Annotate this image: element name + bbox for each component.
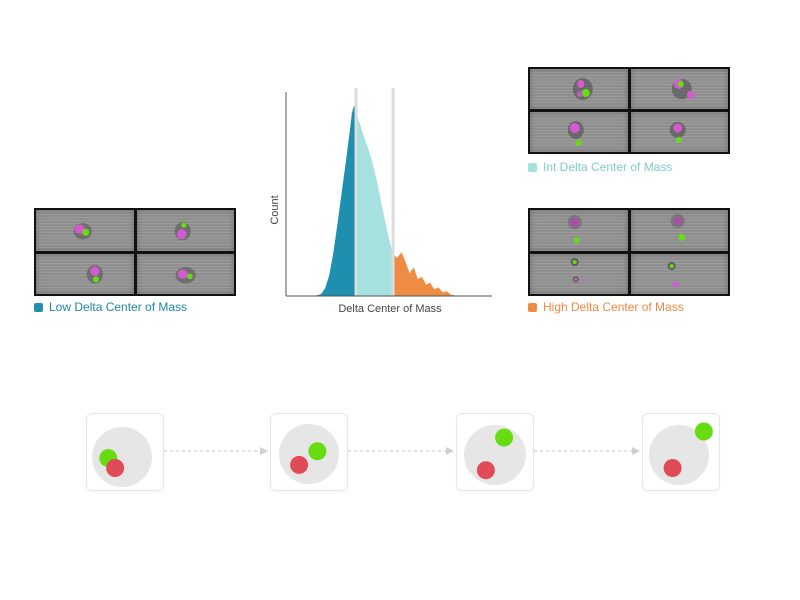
legend-int-label: Int Delta Center of Mass <box>543 160 673 174</box>
histogram-region-low <box>314 105 356 296</box>
cell-image <box>530 69 628 109</box>
green-dot <box>694 422 713 441</box>
arrow-connector <box>532 446 642 456</box>
legend-low: Low Delta Center of Mass <box>34 300 187 314</box>
cell-image <box>136 253 234 294</box>
delta-com-histogram: Count Delta Center of Mass <box>269 88 492 315</box>
cell-state-1 <box>86 413 164 491</box>
cell-image <box>136 210 234 251</box>
red-dot <box>290 455 309 474</box>
cell-image <box>530 210 628 251</box>
histogram-region-int <box>356 113 394 296</box>
legend-high-swatch <box>528 302 537 312</box>
arrow-connector <box>346 446 456 456</box>
cell-image <box>530 112 628 152</box>
cell-image <box>630 69 728 109</box>
cell-image <box>36 210 134 251</box>
red-dot <box>106 459 125 477</box>
x-axis-label: Delta Center of Mass <box>338 303 442 315</box>
cell-image <box>530 253 628 294</box>
cell-image <box>36 253 134 294</box>
red-dot <box>663 459 682 477</box>
cell-state-3 <box>456 413 534 491</box>
legend-low-label: Low Delta Center of Mass <box>49 300 188 314</box>
green-dot <box>495 428 514 447</box>
y-axis-label: Count <box>269 195 281 224</box>
cell-state-4 <box>642 413 720 491</box>
legend-int-swatch <box>528 162 537 172</box>
cell-image <box>630 210 728 251</box>
histogram-region-high <box>393 252 457 296</box>
cell-image <box>630 253 728 294</box>
legend-low-swatch <box>34 302 43 312</box>
green-dot <box>308 442 327 461</box>
int-cell-image-grid <box>528 67 730 154</box>
legend-int: Int Delta Center of Mass <box>528 160 672 174</box>
legend-high: High Delta Center of Mass <box>528 300 684 314</box>
high-cell-image-grid <box>528 208 730 296</box>
legend-high-label: High Delta Center of Mass <box>543 300 684 314</box>
low-cell-image-grid <box>34 208 236 296</box>
red-dot <box>476 461 495 480</box>
arrow-connector <box>162 446 270 456</box>
cell-state-2 <box>270 413 348 491</box>
cell-image <box>630 112 728 152</box>
